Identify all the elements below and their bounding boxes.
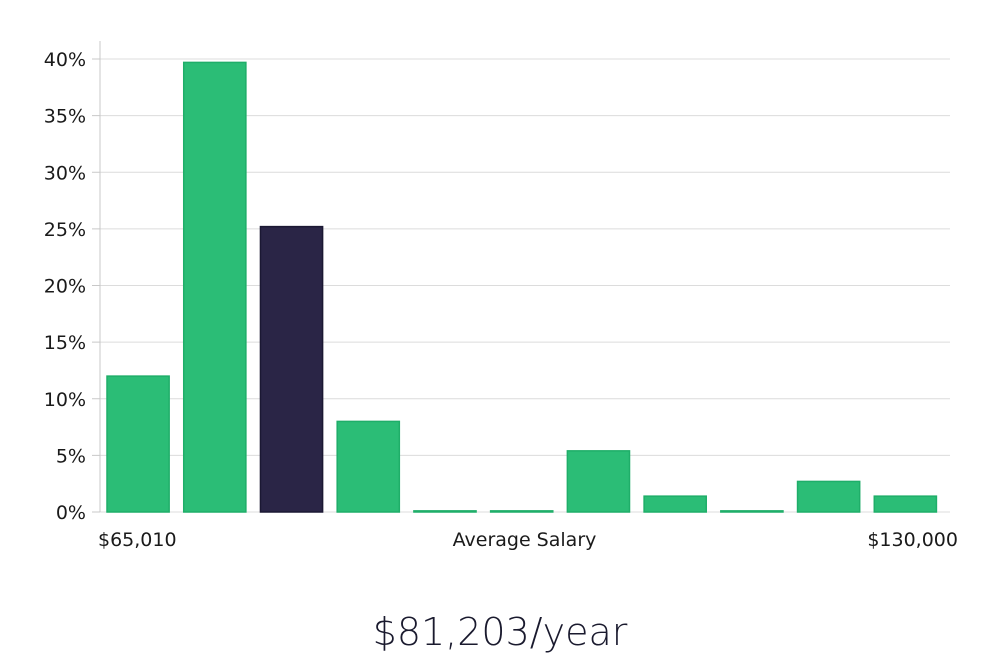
histogram-bar (106, 375, 170, 513)
histogram-bar (336, 420, 401, 513)
histogram-bar (873, 495, 938, 513)
y-tick-label: 20% (44, 276, 86, 298)
histogram-bar (796, 480, 861, 513)
x-axis-min-label: $65,010 (98, 529, 177, 551)
chart-svg: 0% 5% 10% 15% 20% 25% 30% 35% 40% (44, 41, 950, 524)
histogram-bar (720, 510, 784, 513)
y-tick-label: 30% (44, 162, 86, 184)
x-axis-max-label: $130,000 (867, 529, 958, 551)
y-tick-label: 15% (44, 332, 86, 354)
y-tick-label: 25% (44, 219, 86, 241)
salary-histogram-chart: 0% 5% 10% 15% 20% 25% 30% 35% 40% $65,010 Averag… (44, 41, 958, 551)
histogram-bar (489, 510, 554, 513)
histogram-bar-highlighted (259, 225, 324, 513)
average-salary-headline: $81,203/year (372, 610, 628, 654)
histogram-bar (566, 450, 631, 513)
y-tick-label: 10% (44, 389, 86, 411)
y-tick-label: 0% (56, 502, 86, 524)
x-axis-title: Average Salary (452, 529, 597, 551)
histogram-bar (643, 495, 707, 513)
histogram-bar (413, 510, 477, 513)
histogram-bar (182, 61, 247, 513)
y-tick-label: 35% (44, 106, 86, 128)
y-tick-label: 5% (56, 445, 86, 467)
y-tick-label: 40% (44, 49, 86, 71)
